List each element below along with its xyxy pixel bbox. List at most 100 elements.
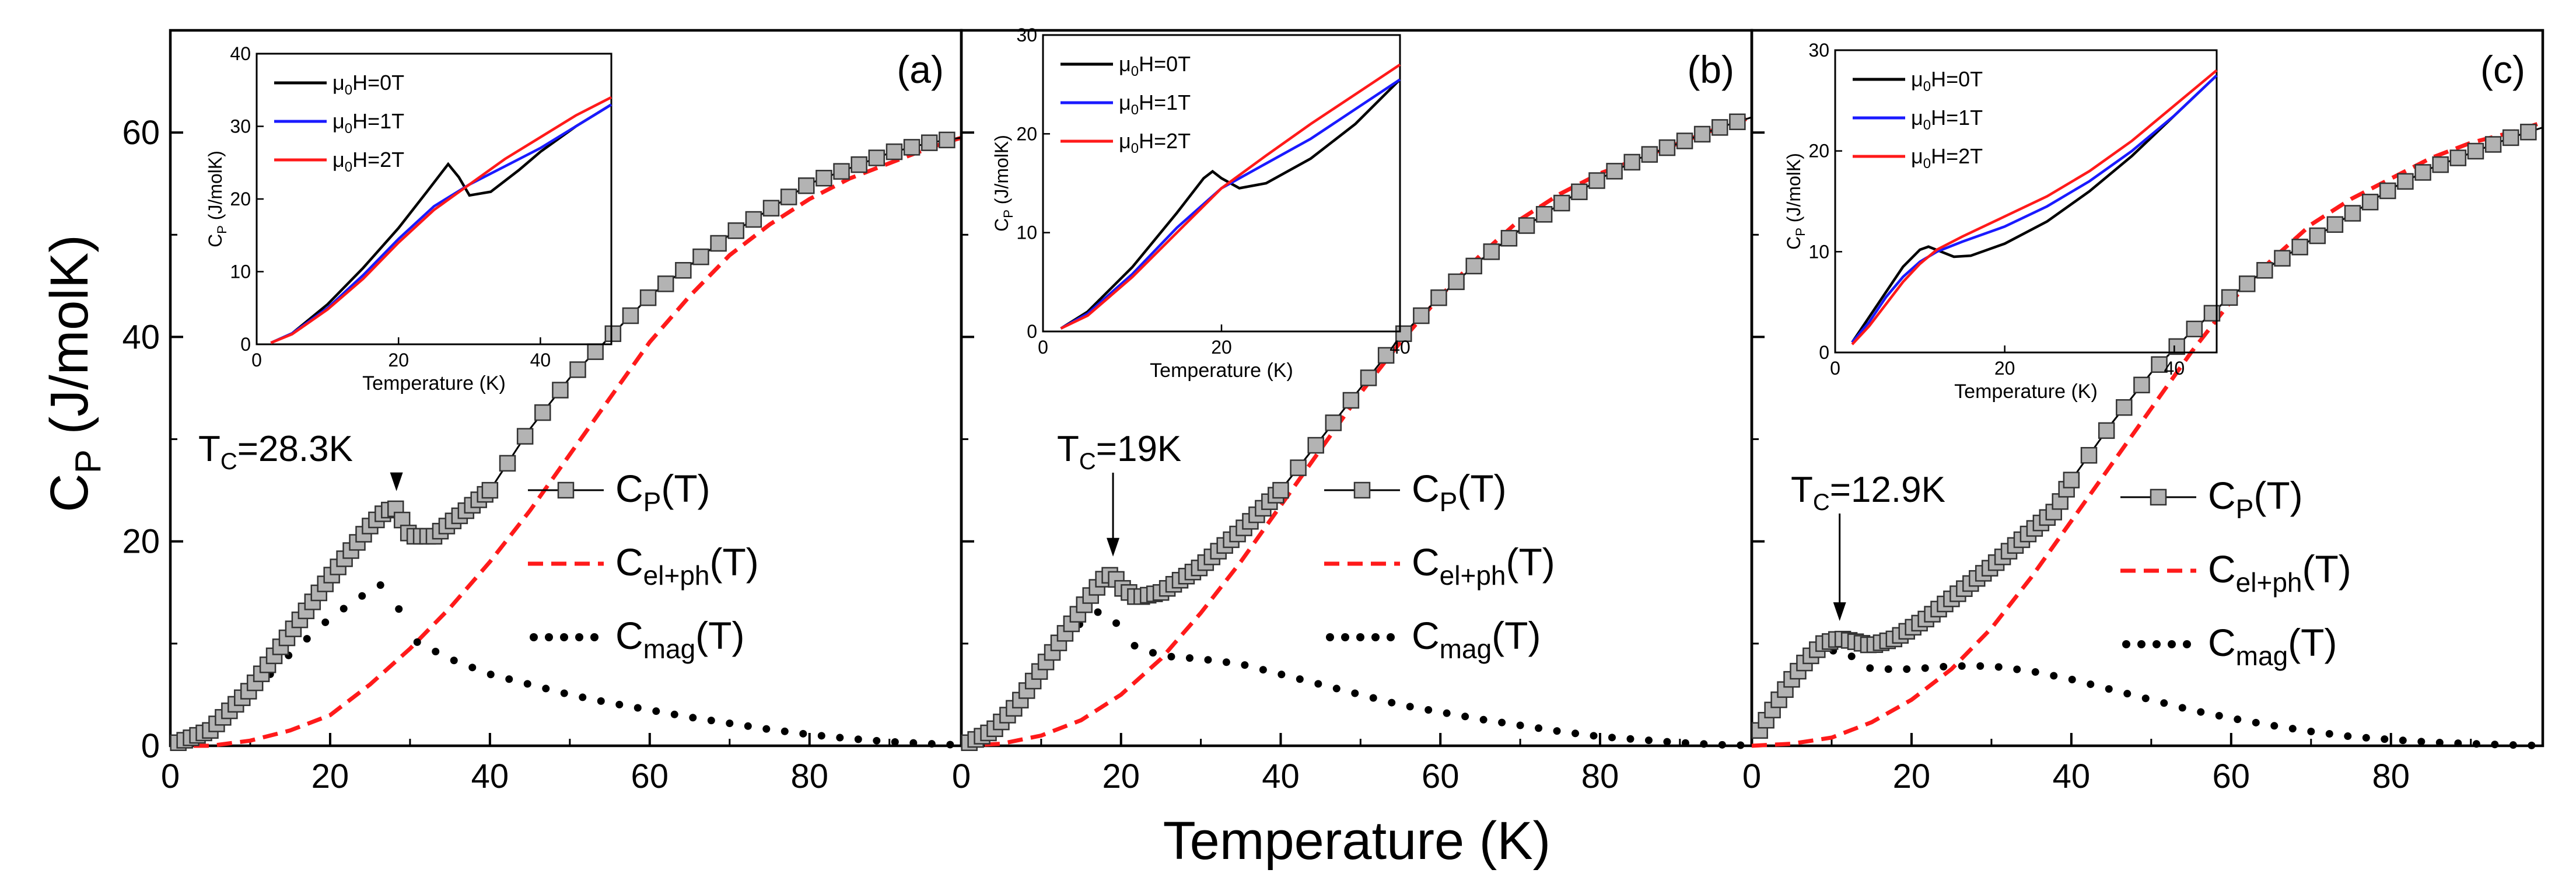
cmag-point bbox=[1332, 685, 1340, 693]
y-tick-label: 60 bbox=[122, 114, 160, 152]
cmag-point bbox=[2399, 736, 2407, 745]
legend-swatch-marker bbox=[2150, 488, 2167, 506]
inset-series-line bbox=[270, 103, 612, 344]
cmag-point bbox=[542, 685, 550, 693]
tc-arrow-head bbox=[390, 472, 403, 491]
cp-marker bbox=[2080, 446, 2098, 464]
cp-line bbox=[969, 116, 1752, 744]
y-label-main: C bbox=[40, 473, 99, 512]
cmag-point bbox=[597, 697, 605, 705]
inset-y-tick-label: 20 bbox=[1016, 123, 1037, 144]
cp-marker bbox=[1325, 414, 1342, 431]
cmag-point bbox=[1461, 713, 1469, 721]
cp-marker bbox=[1360, 369, 1377, 386]
cmag-point bbox=[909, 739, 918, 747]
legend-label: CP(T) bbox=[1412, 467, 1507, 517]
cmag-point bbox=[836, 734, 844, 742]
cmag-point bbox=[1921, 664, 1929, 672]
cp-marker bbox=[762, 200, 780, 216]
cp-marker bbox=[1658, 139, 1676, 156]
cmag-point bbox=[780, 727, 789, 735]
legend-swatch-dot bbox=[2183, 640, 2191, 648]
cmag-point bbox=[2050, 672, 2058, 680]
cmag-point bbox=[670, 710, 678, 718]
cmag-point bbox=[2234, 715, 2242, 724]
legend-swatch-dot bbox=[560, 633, 568, 641]
cmag-point bbox=[1388, 699, 1396, 707]
inset-series-line bbox=[1851, 74, 2218, 344]
cmag-point bbox=[579, 693, 587, 701]
cmag-point bbox=[2344, 732, 2352, 741]
x-tick-label: 80 bbox=[2372, 757, 2410, 795]
cmag-point bbox=[928, 740, 936, 748]
cmag-point bbox=[2307, 727, 2315, 735]
legend-entry: CP(T) bbox=[2120, 474, 2303, 524]
inset-x-tick-label: 40 bbox=[1390, 337, 1410, 358]
inset-x-tick-label: 20 bbox=[1994, 358, 2015, 379]
cp-marker bbox=[2326, 216, 2344, 233]
cp-marker bbox=[903, 139, 921, 156]
inset-legend-main: μ bbox=[1911, 144, 1923, 168]
inset-legend-label: μ0H=1T bbox=[1119, 90, 1191, 118]
cmag-point bbox=[1590, 732, 1598, 740]
cp-marker bbox=[1483, 243, 1500, 260]
legend-entry: CP(T) bbox=[1324, 467, 1507, 517]
inset-x-tick-label: 40 bbox=[530, 350, 551, 371]
cp-marker bbox=[710, 235, 727, 252]
inset-y-axis-label: CP (J/molK) bbox=[205, 151, 229, 247]
legend-label-main: C bbox=[615, 614, 643, 657]
cp-marker bbox=[2256, 261, 2273, 279]
cp-marker bbox=[2221, 289, 2238, 306]
inset-legend-main: μ bbox=[1119, 52, 1131, 76]
cp-marker bbox=[481, 481, 499, 499]
cmag-point bbox=[2435, 738, 2444, 746]
cp-marker bbox=[1693, 125, 1711, 143]
cp-marker bbox=[921, 134, 938, 151]
legend-label-main: C bbox=[2208, 547, 2236, 591]
cp-marker bbox=[675, 261, 692, 279]
panel-label: (a) bbox=[897, 48, 944, 91]
cmag-point bbox=[358, 592, 366, 600]
tc-label-value: =12.9K bbox=[1830, 470, 1945, 510]
cp-marker bbox=[622, 307, 639, 324]
inset-legend-label: μ0H=1T bbox=[332, 109, 404, 137]
cmag-point bbox=[1847, 652, 1856, 661]
x-tick-label: 0 bbox=[1742, 757, 1761, 795]
legend-swatch-dot bbox=[1326, 633, 1334, 641]
x-tick-label: 60 bbox=[1422, 757, 1460, 795]
cmag-point bbox=[817, 732, 825, 740]
legend-entry: Cel+ph(T) bbox=[1324, 540, 1555, 591]
legend-label: Cmag(T) bbox=[615, 614, 744, 664]
cp-marker bbox=[1290, 459, 1307, 476]
panel-label: (b) bbox=[1687, 48, 1734, 91]
cmag-point bbox=[487, 670, 495, 679]
cmag-point bbox=[2491, 741, 2499, 749]
inset-x-tick-label: 0 bbox=[1830, 358, 1840, 379]
inset-series-line bbox=[270, 103, 612, 344]
inset-legend-main: μ bbox=[332, 148, 345, 172]
x-tick-label: 0 bbox=[952, 757, 971, 795]
legend-swatch-dot bbox=[2152, 640, 2161, 648]
cp-marker bbox=[499, 455, 516, 472]
legend-label: Cmag(T) bbox=[2208, 621, 2337, 671]
cp-marker bbox=[2414, 164, 2431, 181]
cmag-point bbox=[1241, 661, 1249, 669]
cmag-point bbox=[2197, 708, 2205, 716]
legend-label-sub: P bbox=[1440, 487, 1458, 517]
cp-marker bbox=[1712, 119, 1728, 136]
cmag-point bbox=[2178, 704, 2186, 712]
cp-marker bbox=[604, 325, 622, 343]
legend-entry: Cmag(T) bbox=[1326, 614, 1541, 664]
legend-entry: Cmag(T) bbox=[2122, 621, 2337, 671]
legend-swatch-dot bbox=[545, 633, 553, 641]
cp-marker bbox=[2274, 250, 2291, 267]
inset-y-label-unit: (J/molK) bbox=[991, 135, 1012, 209]
legend-entry: Cmag(T) bbox=[530, 614, 744, 664]
legend-swatch-dot bbox=[2137, 640, 2146, 648]
cmag-point bbox=[1976, 662, 1985, 670]
cmag-point bbox=[1204, 656, 1212, 664]
cmag-point bbox=[505, 675, 513, 683]
inset-y-tick-label: 10 bbox=[1808, 241, 1829, 262]
inset-x-tick-label: 0 bbox=[251, 350, 262, 371]
